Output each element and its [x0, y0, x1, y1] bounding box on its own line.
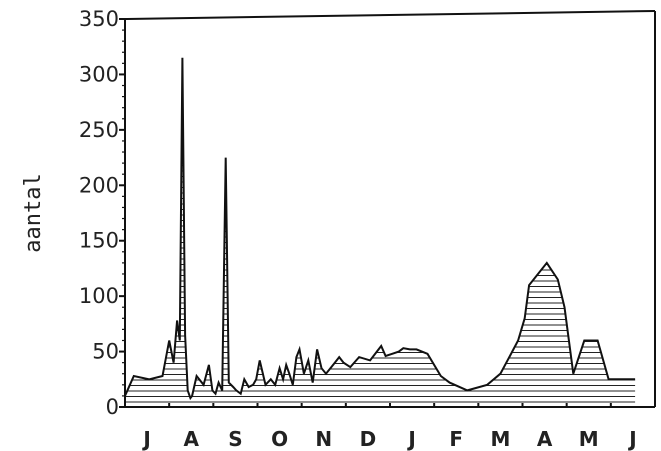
frame-top [124, 10, 656, 20]
y-tick-label: 50 [92, 340, 119, 364]
x-tick-label: J [406, 427, 415, 451]
x-tick-label: J [141, 427, 150, 451]
y-tick-label: 100 [79, 284, 119, 308]
x-tick-label: M [490, 427, 510, 451]
x-tick-label: O [271, 427, 288, 451]
x-tick-label: A [184, 427, 200, 451]
y-tick-label: 150 [79, 229, 119, 253]
y-ticks: 0 50 100 150 200 250 300 350 [79, 7, 125, 419]
x-tick-label: D [360, 427, 377, 451]
y-tick-label: 250 [79, 118, 119, 142]
x-tick-label: F [449, 427, 463, 451]
series-line [124, 57, 636, 401]
series-area [125, 57, 636, 408]
y-tick-label: 0 [106, 395, 119, 419]
x-tick-label: S [228, 427, 242, 451]
x-tick-label: J [627, 427, 636, 451]
y-tick-label: 300 [79, 62, 119, 86]
y-tick-label: 200 [79, 173, 119, 197]
y-tick-label: 350 [79, 7, 119, 31]
plot-area [124, 10, 656, 408]
y-axis-label: aantal [21, 173, 46, 252]
x-tick-label: M [579, 427, 599, 451]
x-tick-label: A [537, 427, 553, 451]
x-tick-label: N [315, 427, 332, 451]
